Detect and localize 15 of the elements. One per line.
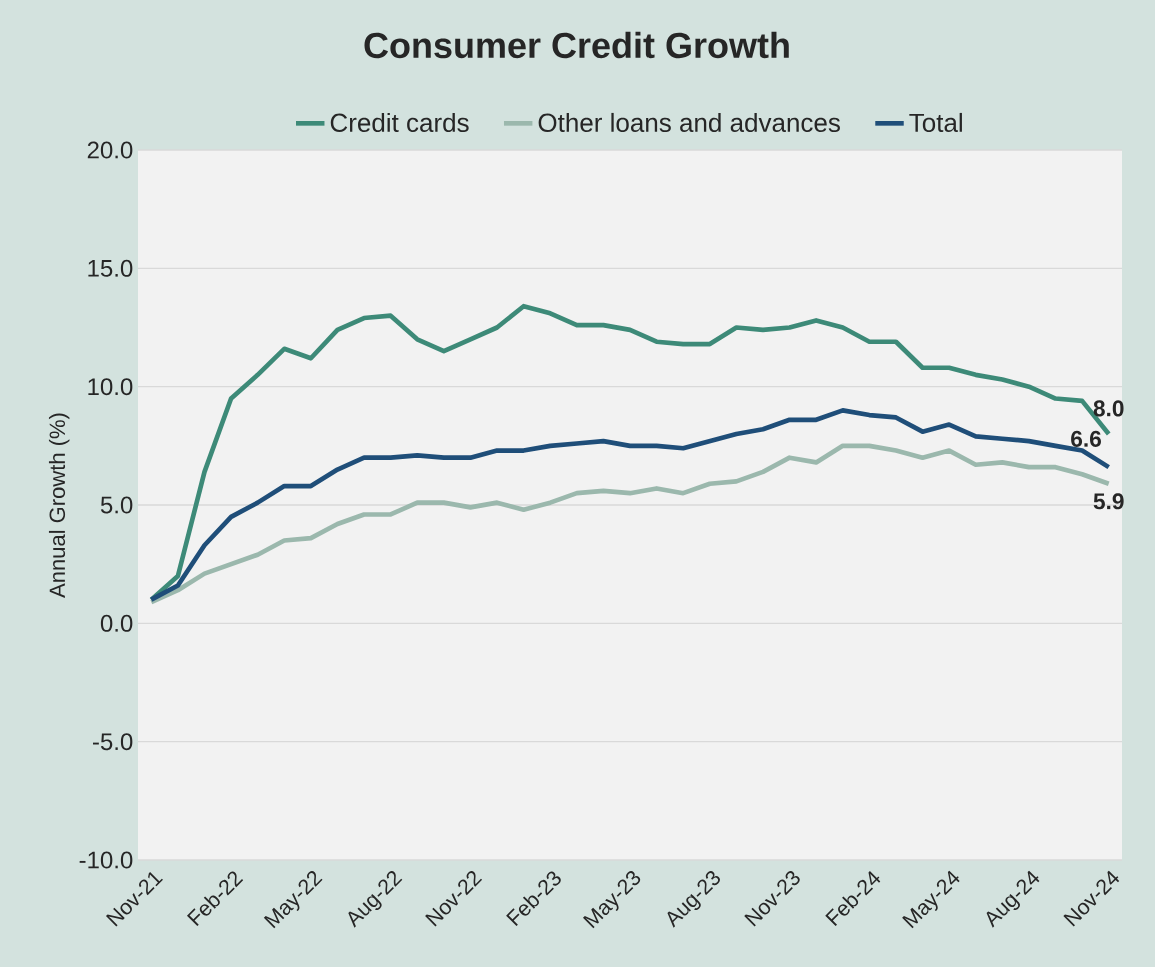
data-label: 5.9 (1093, 493, 1124, 510)
y-tick-label: 0.0 (100, 614, 133, 632)
y-axis-title: Annual Growth (%) (48, 413, 70, 598)
y-tick-label: 10.0 (88, 378, 133, 396)
legend-label: Other loans and advances (538, 112, 840, 133)
y-tick-label: 15.0 (88, 259, 133, 277)
y-tick-label: 5.0 (100, 496, 133, 514)
y-tick-label: -5.0 (93, 733, 133, 751)
data-label: 6.6 (1071, 430, 1101, 447)
legend-label: Total (909, 112, 962, 133)
data-label: 8.0 (1093, 400, 1124, 417)
legend-label: Credit cards (330, 112, 469, 133)
chart-title: Consumer Credit Growth (364, 31, 789, 59)
y-tick-label: -10.0 (79, 851, 133, 869)
y-tick-label: 20.0 (87, 141, 133, 159)
